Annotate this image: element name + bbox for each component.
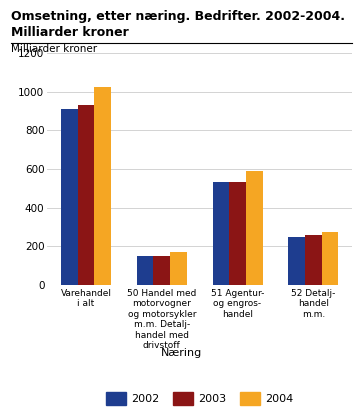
Bar: [229, 182, 246, 285]
Bar: [170, 252, 187, 285]
Bar: [305, 235, 322, 285]
Text: Milliarder kroner: Milliarder kroner: [11, 44, 97, 54]
Bar: [154, 256, 170, 285]
Bar: [137, 256, 154, 285]
Text: Omsetning, etter næring. Bedrifter. 2002-2004.: Omsetning, etter næring. Bedrifter. 2002…: [11, 10, 345, 23]
Bar: [94, 88, 111, 285]
Bar: [212, 182, 229, 285]
Legend: 2002, 2003, 2004: 2002, 2003, 2004: [101, 388, 298, 407]
Text: Næring: Næring: [161, 348, 202, 358]
Bar: [322, 232, 338, 285]
Bar: [246, 171, 262, 285]
Bar: [78, 105, 94, 285]
Bar: [288, 237, 305, 285]
Bar: [61, 109, 78, 285]
Text: Milliarder kroner: Milliarder kroner: [11, 26, 129, 39]
